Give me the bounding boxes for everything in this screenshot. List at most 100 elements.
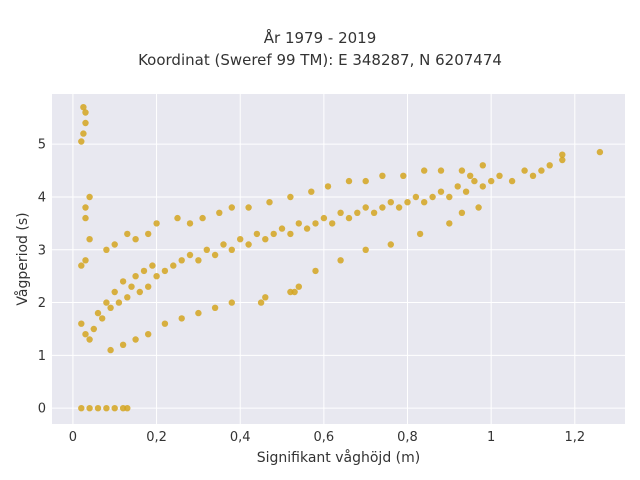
data-point	[145, 283, 152, 290]
y-tick-label: 2	[38, 296, 46, 311]
data-point	[345, 177, 353, 185]
data-point	[479, 162, 486, 169]
x-tick-label: 1	[487, 430, 495, 445]
data-point	[245, 204, 252, 211]
data-point	[132, 336, 139, 343]
data-point	[115, 299, 123, 306]
data-point	[82, 204, 89, 211]
data-point	[295, 220, 302, 227]
data-point	[320, 214, 328, 222]
data-point	[90, 325, 98, 333]
data-point	[379, 172, 386, 179]
data-point	[400, 172, 407, 179]
data-point	[78, 320, 85, 327]
data-point	[362, 204, 369, 211]
data-point	[228, 246, 235, 253]
data-point	[308, 188, 315, 195]
data-point	[278, 225, 286, 232]
data-point	[546, 162, 553, 169]
data-point	[291, 288, 298, 296]
data-point	[86, 405, 93, 412]
data-point	[228, 299, 235, 306]
y-tick-label: 4	[38, 190, 46, 205]
data-point	[446, 220, 453, 227]
data-point	[161, 320, 169, 327]
x-tick-label: 1,2	[564, 430, 585, 445]
data-point	[421, 167, 428, 174]
x-tick-label: 0,2	[146, 430, 167, 445]
data-point	[80, 130, 87, 137]
data-point	[237, 236, 244, 243]
data-point	[471, 177, 478, 185]
data-point	[559, 156, 566, 164]
data-point	[538, 167, 545, 174]
y-axis-title: Vågperiod (s)	[14, 212, 31, 305]
data-point	[429, 193, 436, 201]
data-point	[161, 267, 169, 275]
data-point	[458, 167, 466, 174]
data-point	[82, 331, 89, 338]
data-point	[153, 220, 160, 227]
data-point	[421, 199, 428, 206]
data-point	[404, 199, 411, 206]
data-point	[303, 225, 311, 232]
data-point	[395, 204, 403, 211]
data-point	[458, 209, 466, 216]
data-point	[437, 188, 445, 195]
data-point	[559, 151, 566, 158]
data-point	[479, 183, 486, 190]
data-point	[119, 278, 127, 285]
data-point	[362, 246, 369, 253]
data-point	[262, 294, 269, 301]
data-point	[174, 214, 181, 222]
data-point	[475, 204, 482, 211]
data-point	[362, 177, 369, 185]
data-point	[521, 167, 528, 174]
data-point	[82, 257, 89, 264]
data-point	[78, 405, 85, 412]
data-point	[437, 167, 445, 174]
data-point	[270, 230, 277, 238]
data-point	[132, 273, 139, 280]
data-point	[119, 341, 127, 348]
data-point	[379, 204, 386, 211]
x-tick-label: 0,8	[397, 430, 418, 445]
data-point	[496, 172, 503, 179]
data-point	[111, 241, 118, 248]
y-tick-label: 0	[38, 402, 46, 417]
data-point	[211, 304, 219, 311]
data-point	[199, 214, 206, 222]
data-point	[211, 251, 219, 259]
data-point	[145, 331, 152, 338]
data-point	[257, 299, 265, 306]
data-point	[111, 288, 118, 296]
data-point	[86, 193, 93, 201]
data-point	[529, 172, 537, 179]
data-point	[488, 177, 495, 185]
data-point	[412, 193, 420, 201]
data-point	[94, 405, 102, 412]
data-point	[124, 230, 131, 238]
data-point	[82, 109, 89, 116]
data-point	[312, 267, 319, 275]
data-point	[124, 405, 131, 412]
data-point	[370, 209, 378, 216]
data-point	[329, 220, 336, 227]
data-point	[86, 336, 93, 343]
data-point	[132, 236, 139, 243]
data-point	[178, 257, 185, 264]
data-point	[124, 294, 131, 301]
data-point	[345, 214, 353, 222]
data-point	[145, 230, 152, 238]
data-point	[149, 262, 156, 269]
data-point	[266, 199, 273, 206]
data-point	[195, 257, 202, 264]
data-point	[416, 230, 424, 238]
data-point	[228, 204, 235, 211]
data-point	[80, 104, 87, 111]
y-tick-label: 1	[38, 349, 46, 364]
data-point	[82, 214, 89, 222]
data-point	[312, 220, 319, 227]
